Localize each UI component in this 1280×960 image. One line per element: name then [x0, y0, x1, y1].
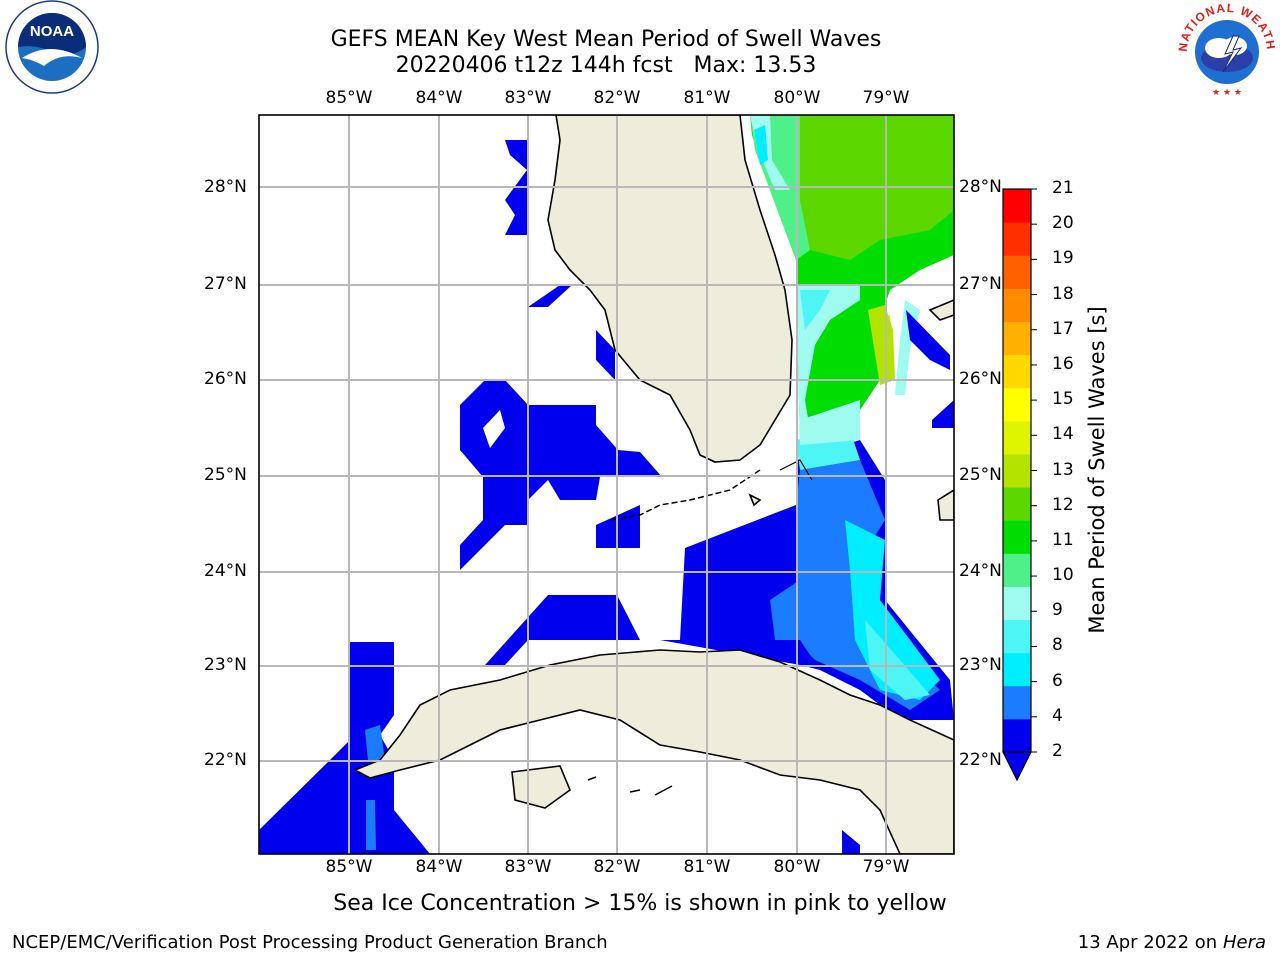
colorbar-tick-label: 18	[1052, 283, 1074, 304]
chart-subtitle-forecast: 20220406 t12z 144h fcst Max: 13.53	[395, 53, 817, 78]
colorbar-segment	[1003, 189, 1031, 223]
colorbar-tick-label: 13	[1052, 459, 1074, 480]
map-frame	[258, 114, 955, 855]
colorbar-tick-label: 16	[1052, 353, 1074, 374]
colorbar-segment	[1003, 586, 1031, 621]
lon-label-bottom: 82°W	[593, 857, 641, 877]
colorbar-tick-label: 6	[1052, 670, 1063, 691]
lat-label-right: 24°N	[959, 561, 1002, 581]
colorbar-segment	[1003, 453, 1031, 488]
colorbar-segment	[1003, 387, 1031, 422]
lat-label-right: 22°N	[959, 750, 1002, 770]
lat-label-right: 23°N	[959, 655, 1002, 675]
colorbar-tick-label: 15	[1052, 389, 1074, 410]
colorbar-segment	[1003, 619, 1031, 654]
colorbar-frame	[1002, 188, 1032, 753]
colorbar-segment	[1003, 255, 1031, 289]
colorbar-segment	[1003, 288, 1031, 322]
svg-text:★ ★ ★: ★ ★ ★	[1212, 88, 1242, 98]
colorbar-tick-label: 21	[1052, 178, 1074, 198]
sea-ice-note-text: Sea Ice Concentration > 15% is shown in …	[333, 891, 947, 916]
lat-label-left: 22°N	[204, 750, 247, 770]
colorbar-tick-label: 9	[1052, 600, 1063, 621]
lon-label-top: 81°W	[683, 88, 731, 108]
colorbar-tick-label: 11	[1052, 529, 1074, 550]
colorbar-tick-label: 2	[1052, 741, 1063, 761]
colorbar-segment	[1003, 520, 1031, 554]
lat-label-left: 28°N	[204, 177, 247, 197]
lat-label-right: 27°N	[959, 274, 1002, 294]
chart-title: GEFS MEAN Key West Mean Period of Swell …	[330, 27, 882, 52]
footer-date-text: 13 Apr 2022 on	[1077, 932, 1218, 953]
lon-label-top: 82°W	[593, 88, 641, 108]
footer-machine: Hera	[1222, 932, 1266, 953]
colorbar-segment	[1003, 553, 1031, 587]
lat-label-right: 25°N	[959, 465, 1002, 485]
colorbar-tick-label: 4	[1052, 705, 1063, 726]
noaa-logo: NOAA	[0, 0, 104, 104]
colorbar	[1003, 188, 1037, 753]
colorbar-tick-label: 8	[1052, 635, 1063, 656]
lon-label-top: 84°W	[415, 88, 463, 108]
colorbar-tick-label: 20	[1052, 213, 1074, 234]
colorbar-title: Mean Period of Swell Waves [s]	[1085, 306, 1109, 634]
lon-label-top: 80°W	[773, 88, 821, 108]
land-masses	[353, 115, 954, 854]
lon-label-top: 85°W	[325, 88, 373, 108]
colorbar-segment	[1003, 420, 1031, 455]
lat-label-left: 27°N	[204, 274, 247, 294]
lat-label-left: 24°N	[204, 561, 247, 581]
colorbar-segment	[1003, 222, 1031, 256]
map-area	[259, 115, 954, 854]
lon-label-bottom: 79°W	[862, 857, 910, 877]
lon-label-bottom: 85°W	[325, 857, 373, 877]
colorbar-segment	[1003, 487, 1031, 521]
lat-label-right: 28°N	[959, 177, 1002, 197]
colorbar-segment	[1003, 321, 1031, 356]
colorbar-segment	[1003, 718, 1031, 753]
svg-text:NOAA: NOAA	[30, 23, 74, 40]
colorbar-tick-label: 14	[1052, 424, 1074, 445]
graticule	[259, 115, 954, 854]
lon-label-top: 79°W	[862, 88, 910, 108]
lat-label-right: 26°N	[959, 369, 1002, 389]
lon-label-top: 83°W	[504, 88, 552, 108]
colorbar-tick-label: 17	[1052, 318, 1074, 339]
lat-label-left: 26°N	[204, 369, 247, 389]
lon-label-bottom: 80°W	[773, 857, 821, 877]
colorbar-segment	[1003, 354, 1031, 389]
lon-label-bottom: 84°W	[415, 857, 463, 877]
colorbar-segment	[1003, 652, 1031, 687]
colorbar-tick-label: 10	[1052, 565, 1074, 586]
sea-ice-note: Sea Ice Concentration > 15% is shown in …	[0, 891, 1280, 916]
lon-label-bottom: 81°W	[683, 857, 731, 877]
lat-label-left: 25°N	[204, 465, 247, 485]
colorbar-tick-label: 19	[1052, 248, 1074, 269]
footer-date: 13 Apr 2022 on Hera	[1078, 932, 1266, 953]
colorbar-extend-arrow	[1002, 751, 1032, 782]
nws-logo: NATIONAL WEATHER SERVICE ★ ★ ★	[1170, 0, 1279, 104]
footer-producer: NCEP/EMC/Verification Post Processing Pr…	[12, 932, 608, 953]
lat-label-left: 23°N	[204, 655, 247, 675]
lon-label-bottom: 83°W	[504, 857, 552, 877]
colorbar-segment	[1003, 685, 1031, 720]
colorbar-tick-label: 12	[1052, 494, 1074, 515]
